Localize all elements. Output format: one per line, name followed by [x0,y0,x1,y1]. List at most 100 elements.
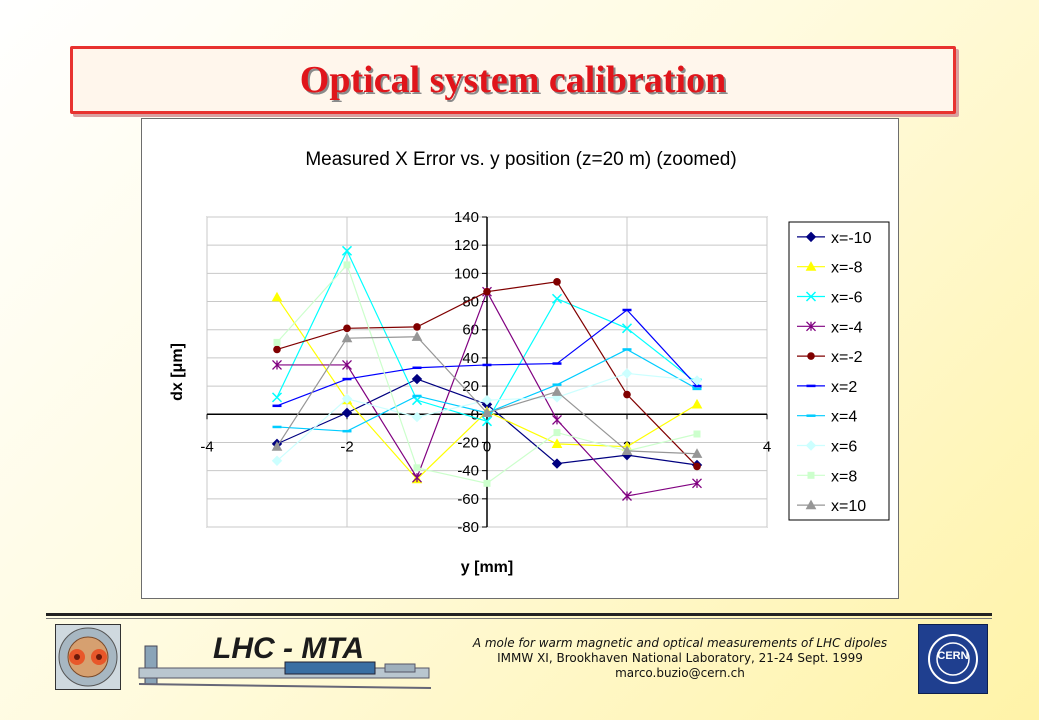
legend-swatch-marker [805,499,817,510]
data-point-x=-2 [413,323,421,331]
legend-swatch-marker [805,440,817,451]
data-point-x=-6 [551,293,563,304]
chart-frame: Measured X Error vs. y position (z=20 m)… [141,118,899,599]
lhc-mta-banner: LHC - MTA [135,624,435,690]
marker-shape [621,368,633,379]
marker-shape [621,445,633,456]
legend-swatch-marker [807,352,815,360]
footer-divider-thin [46,618,992,619]
data-point-x=10 [621,445,633,456]
marker-shape [271,392,283,403]
data-point-x=8 [693,430,701,438]
data-point-x=-8 [691,398,703,409]
data-point-x=-10 [341,407,353,419]
x-axis-title: y [mm] [461,559,513,576]
marker-shape [622,491,632,501]
y-tick-label: 80 [462,294,479,311]
marker-shape [412,472,422,483]
mole-device-icon [138,645,432,689]
cern-logo: CERN [918,624,988,694]
data-point-x=-8 [271,291,283,302]
data-point-x=-2 [273,345,281,354]
marker-shape [341,245,353,256]
marker-shape [805,499,817,510]
y-tick-label: -60 [457,491,479,508]
marker-shape [341,393,353,404]
marker-shape [411,411,423,423]
legend-label: x=8 [831,468,857,485]
marker-shape [693,462,701,471]
data-point-x=-2 [343,324,351,333]
footer-line-1: A mole for warm magnetic and optical mea… [472,636,888,650]
data-point-x=6 [271,455,283,466]
marker-shape [623,390,631,399]
cern-emblem-icon [928,634,978,684]
legend-swatch-marker [807,471,815,479]
marker-shape [693,430,701,438]
data-point-x=-10 [411,373,423,385]
y-tick-label: 0 [471,406,479,423]
data-point-x=8 [553,429,561,437]
marker-shape [551,438,563,448]
marker-shape [805,291,817,302]
marker-shape [413,464,421,472]
data-point-x=-4 [622,491,632,501]
legend-label: x=6 [831,439,857,456]
data-point-x=10 [271,441,283,451]
data-point-x=6 [341,393,353,404]
data-point-x=-4 [342,359,352,370]
footer-line-3: marco.buzio@cern.ch [615,666,745,680]
legend-label: x=-4 [831,319,863,336]
data-point-x=-2 [553,278,561,286]
marker-shape [341,407,353,419]
legend-label: x=10 [831,498,866,515]
y-tick-label: 60 [462,322,479,339]
data-point-x=8 [343,261,351,269]
footer-divider [46,613,992,616]
marker-shape [806,321,816,332]
marker-shape [272,359,282,370]
marker-shape [805,231,817,243]
marker-shape [552,414,562,425]
marker-shape [621,323,633,334]
data-point-x=6 [691,375,703,386]
data-point-x=-8 [551,438,563,448]
data-point-x=-6 [481,416,493,427]
legend-label: x=-6 [831,290,863,307]
marker-shape [483,479,491,487]
y-tick-label: -80 [457,519,479,536]
marker-shape [551,293,563,304]
marker-shape [551,386,563,396]
marker-shape [343,324,351,333]
marker-shape [273,345,281,354]
marker-shape [691,448,703,458]
x-tick-label: -2 [340,438,353,455]
legend-box [788,221,890,521]
data-point-x=-10 [551,458,563,469]
data-point-x=8 [483,479,491,487]
marker-shape [343,261,351,269]
marker-shape [692,478,702,489]
marker-shape [805,261,817,271]
title-box: Optical system calibration [70,46,956,114]
data-point-x=-4 [272,359,282,370]
footer-text: A mole for warm magnetic and optical mea… [440,636,920,681]
data-point-x=10 [411,331,423,341]
marker-shape [807,471,815,479]
marker-shape [481,416,493,427]
y-tick-label: -40 [457,463,479,480]
data-point-x=6 [621,368,633,379]
legend-swatch-marker [805,261,817,271]
data-point-x=10 [481,407,493,417]
y-tick-label: 100 [454,265,479,282]
data-point-x=-2 [483,287,491,296]
lhc-dipole-logo [55,624,121,690]
legend-label: x=-2 [831,349,863,366]
chart-svg: Measured X Error vs. y position (z=20 m)… [169,149,890,576]
legend-label: x=-8 [831,260,863,277]
y-tick-label: 140 [454,209,479,226]
marker-shape [553,278,561,286]
slide-title: Optical system calibration [299,59,727,101]
marker-shape [342,359,352,370]
y-tick-label: 120 [454,237,479,254]
